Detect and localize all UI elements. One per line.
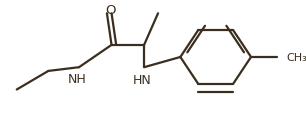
Text: CH₃: CH₃ [286,53,306,62]
Text: O: O [105,4,116,17]
Text: NH: NH [68,72,87,85]
Text: HN: HN [133,73,151,86]
